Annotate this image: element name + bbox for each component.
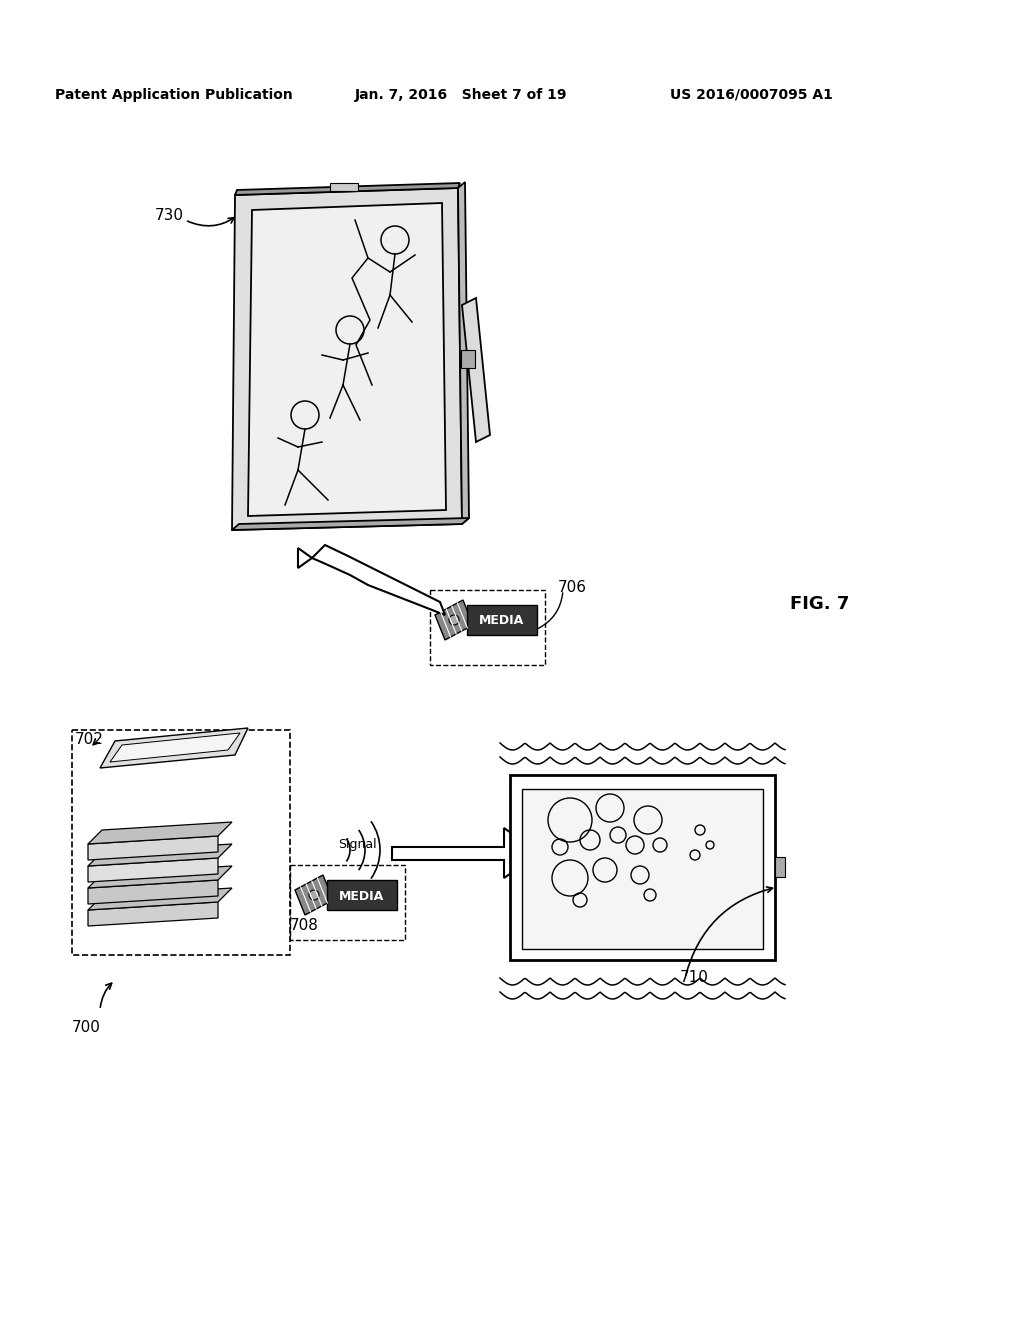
Polygon shape bbox=[88, 902, 218, 927]
Polygon shape bbox=[232, 187, 462, 531]
Bar bbox=[522, 789, 763, 949]
Bar bbox=[290, 865, 406, 940]
Bar bbox=[430, 590, 545, 665]
Text: Patent Application Publication: Patent Application Publication bbox=[55, 88, 293, 102]
Text: 710: 710 bbox=[680, 970, 709, 985]
Circle shape bbox=[449, 615, 459, 624]
Text: Signal: Signal bbox=[338, 838, 377, 851]
Bar bbox=[72, 730, 290, 954]
Text: FIG. 7: FIG. 7 bbox=[790, 595, 849, 612]
Circle shape bbox=[309, 890, 319, 900]
Polygon shape bbox=[458, 182, 469, 524]
Polygon shape bbox=[298, 548, 312, 568]
Text: US 2016/0007095 A1: US 2016/0007095 A1 bbox=[670, 88, 833, 102]
Bar bbox=[467, 605, 537, 635]
Polygon shape bbox=[88, 843, 232, 866]
Text: 700: 700 bbox=[72, 1020, 101, 1035]
Bar bbox=[327, 880, 397, 909]
Polygon shape bbox=[312, 545, 445, 615]
Text: Jan. 7, 2016   Sheet 7 of 19: Jan. 7, 2016 Sheet 7 of 19 bbox=[355, 88, 567, 102]
Polygon shape bbox=[392, 828, 540, 878]
Text: MEDIA: MEDIA bbox=[339, 890, 385, 903]
Polygon shape bbox=[88, 822, 232, 843]
Polygon shape bbox=[295, 875, 333, 915]
Polygon shape bbox=[100, 729, 248, 768]
Polygon shape bbox=[248, 203, 446, 516]
Polygon shape bbox=[88, 888, 232, 909]
Polygon shape bbox=[435, 601, 473, 640]
Text: 706: 706 bbox=[558, 579, 587, 595]
Bar bbox=[775, 857, 785, 876]
Polygon shape bbox=[462, 298, 490, 442]
Bar bbox=[330, 183, 358, 191]
Polygon shape bbox=[88, 866, 232, 888]
Polygon shape bbox=[88, 880, 218, 904]
Polygon shape bbox=[110, 733, 240, 762]
Text: 708: 708 bbox=[290, 917, 318, 933]
Polygon shape bbox=[88, 858, 218, 882]
Polygon shape bbox=[234, 183, 460, 195]
Bar bbox=[510, 775, 775, 960]
Polygon shape bbox=[88, 836, 218, 861]
Bar bbox=[461, 350, 475, 368]
Text: MEDIA: MEDIA bbox=[479, 615, 524, 627]
Text: 730: 730 bbox=[155, 209, 184, 223]
Text: 702: 702 bbox=[75, 733, 103, 747]
Polygon shape bbox=[232, 517, 469, 531]
